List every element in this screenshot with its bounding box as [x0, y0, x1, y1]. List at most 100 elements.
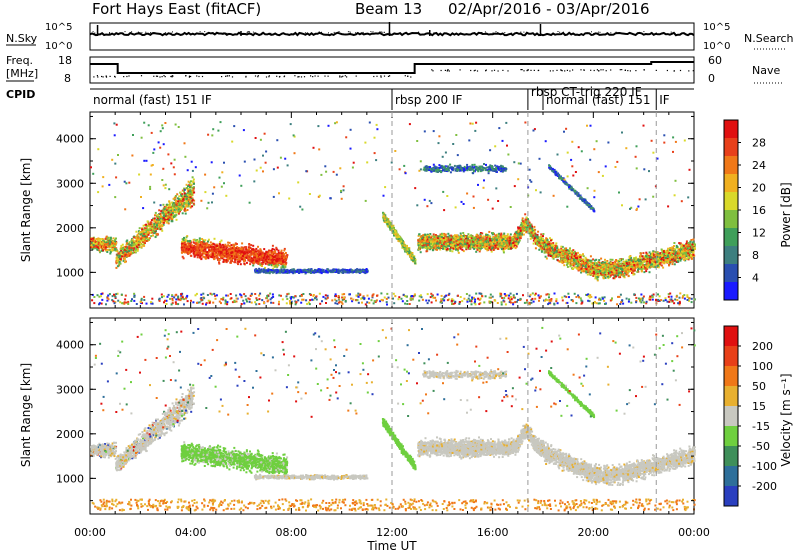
echo-point: [110, 237, 112, 239]
echo-point: [200, 249, 202, 251]
echo-point: [337, 270, 339, 272]
echo-point: [322, 270, 324, 272]
echo-point: [199, 256, 201, 258]
echo-point: [107, 243, 109, 245]
echo-point: [208, 254, 210, 256]
echo-point: [283, 257, 285, 259]
echo-point: [217, 249, 219, 251]
echo-point: [150, 235, 152, 237]
echo-point: [190, 245, 192, 247]
echo-point: [201, 242, 203, 244]
echo-point: [151, 219, 153, 221]
echo-point: [260, 270, 262, 272]
echo-point: [537, 234, 539, 236]
noise-left-tick-bottom: 10^0: [45, 41, 72, 52]
echo-point: [92, 238, 94, 240]
echo-point: [272, 245, 274, 247]
echo-point: [284, 266, 286, 268]
echo-point: [408, 248, 410, 250]
echo-point: [524, 213, 526, 215]
echo-point: [186, 201, 188, 203]
echo-point: [190, 255, 192, 257]
echo-point: [257, 258, 259, 260]
echo-point: [224, 251, 226, 253]
echo-point: [97, 249, 99, 251]
echo-point: [164, 219, 166, 221]
echo-point: [172, 212, 174, 214]
echo-point: [279, 259, 281, 261]
echo-point: [241, 258, 243, 260]
echo-point: [154, 214, 156, 216]
freq-label: Freq.: [6, 54, 33, 67]
echo-point: [241, 242, 243, 244]
echo-point: [108, 246, 110, 248]
echo-point: [115, 267, 117, 269]
echo-point: [166, 207, 168, 209]
echo-point: [503, 251, 505, 253]
echo-point: [124, 252, 126, 254]
echo-point: [130, 249, 132, 251]
echo-point: [144, 242, 146, 244]
echo-point: [181, 251, 183, 253]
freq-left-tick-bottom: 8: [64, 72, 71, 85]
echo-point: [279, 254, 281, 256]
echo-point: [182, 256, 184, 258]
echo-point: [334, 270, 336, 272]
echo-point: [247, 250, 249, 252]
echo-point: [206, 245, 208, 247]
echo-point: [141, 246, 143, 248]
echo-point: [105, 238, 107, 240]
echo-point: [254, 257, 256, 259]
echo-point: [204, 246, 206, 248]
echo-point: [121, 255, 123, 257]
echo-point: [161, 230, 163, 232]
echo-point: [99, 241, 101, 243]
echo-point: [132, 252, 134, 254]
echo-point: [98, 242, 100, 244]
echo-point: [131, 242, 133, 244]
echo-point: [222, 261, 224, 263]
echo-point: [398, 236, 400, 238]
echo-point: [194, 242, 196, 244]
echo-point: [508, 248, 510, 250]
echo-point: [107, 237, 109, 239]
echo-point: [102, 238, 104, 240]
echo-point: [137, 250, 139, 252]
echo-point: [291, 269, 293, 271]
echo-point: [117, 250, 119, 252]
echo-point: [213, 243, 215, 245]
echo-point: [254, 249, 256, 251]
frequency-trace: [90, 62, 694, 78]
echo-point: [287, 271, 289, 273]
echo-point: [145, 233, 147, 235]
echo-point: [153, 225, 155, 227]
echo-point: [163, 222, 165, 224]
echo-point: [236, 262, 238, 264]
echo-point: [246, 252, 248, 254]
echo-point: [142, 240, 144, 242]
echo-point: [143, 245, 145, 247]
echo-point: [229, 245, 231, 247]
echo-point: [133, 237, 135, 239]
echo-point: [191, 205, 193, 207]
echo-point: [193, 192, 195, 194]
echo-point: [155, 212, 157, 214]
echo-point: [158, 221, 160, 223]
echo-point: [298, 271, 300, 273]
echo-point: [205, 257, 207, 259]
echo-point: [96, 243, 98, 245]
echo-point: [182, 249, 184, 251]
echo-point: [105, 243, 107, 245]
echo-point: [161, 212, 163, 214]
echo-point: [273, 256, 275, 258]
echo-point: [414, 261, 416, 263]
echo-point: [149, 228, 151, 230]
echo-point: [214, 254, 216, 256]
echo-point: [189, 186, 191, 188]
echo-point: [300, 270, 302, 272]
echo-point: [408, 252, 410, 254]
echo-point: [220, 249, 222, 251]
echo-point: [95, 245, 97, 247]
echo-point: [138, 244, 140, 246]
echo-point: [383, 215, 385, 217]
